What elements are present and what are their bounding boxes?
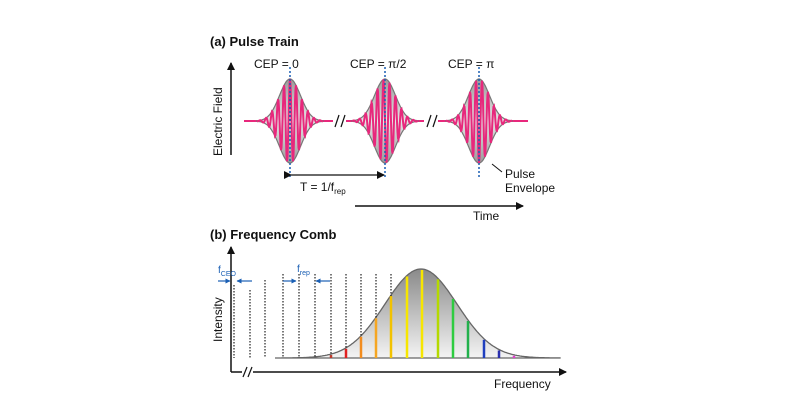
spectrum-envelope bbox=[275, 268, 561, 359]
envelope-label-line1: Pulse bbox=[505, 167, 535, 181]
period-label: T = 1/frep bbox=[300, 180, 346, 196]
cep-label: CEP = π bbox=[448, 57, 494, 71]
fceo-marker: fCEO bbox=[218, 265, 252, 284]
panel-a-y-axis-label: Electric Field bbox=[211, 87, 225, 156]
frequency-axis-label: Frequency bbox=[494, 377, 551, 391]
time-axis-label: Time bbox=[473, 209, 500, 223]
pulse-2: CEP = π/2 bbox=[350, 57, 419, 178]
envelope-label-line2: Envelope bbox=[505, 181, 555, 195]
envelope-leader-line bbox=[491, 163, 503, 173]
pulse-3: CEP = π bbox=[445, 57, 513, 178]
frequency-axis-break-mark bbox=[242, 366, 253, 378]
cep-label: CEP = π/2 bbox=[350, 57, 407, 71]
axis-break-mark-2 bbox=[426, 114, 438, 128]
comb-lines-colored bbox=[329, 270, 516, 358]
panel-b-title: (b) Frequency Comb bbox=[210, 227, 336, 242]
frep-label: frep bbox=[297, 264, 310, 277]
frep-marker: frep bbox=[283, 264, 330, 284]
fceo-label: fCEO bbox=[218, 265, 237, 278]
axis-break-mark-1 bbox=[334, 114, 346, 128]
panel-b-y-axis-label: Intensity bbox=[211, 297, 225, 342]
pulse-1: CEP = 0 bbox=[254, 57, 324, 178]
panel-a-title: (a) Pulse Train bbox=[210, 34, 299, 49]
cep-label: CEP = 0 bbox=[254, 57, 299, 71]
